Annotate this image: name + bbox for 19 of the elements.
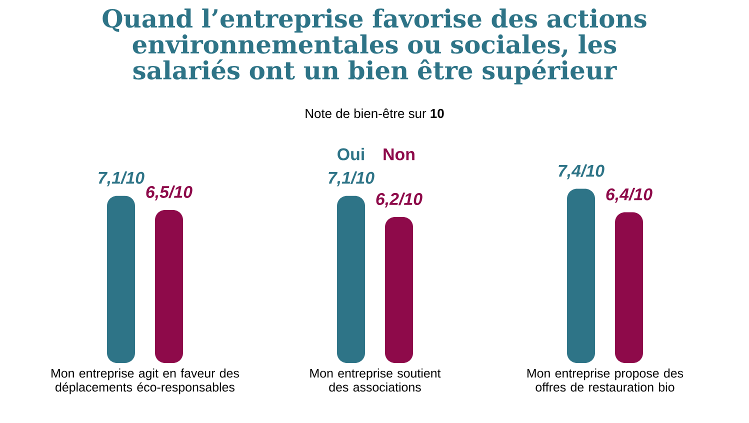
data-label: 7,1/10	[328, 171, 374, 186]
bar	[107, 196, 136, 363]
bar	[155, 210, 184, 363]
text: Non	[384, 148, 414, 160]
chart-title: Quand l’entreprise favorise des actions environnementales ou sociales, les salariés ont un bien être supérieur	[102, 8, 646, 84]
data-label: 6,2/10	[376, 192, 422, 208]
x-tick-label: Mon entreprise propose des offres de restauration bio	[527, 368, 684, 392]
data-label: 6,5/10	[146, 186, 192, 200]
bar	[337, 196, 366, 363]
bar	[615, 212, 644, 363]
x-tick-label: Mon entreprise soutient des associations	[310, 368, 441, 392]
bar	[567, 188, 596, 363]
text: Oui	[338, 148, 364, 160]
x-tick-label: Mon entreprise agit en faveur des déplacements éco-responsables	[52, 368, 240, 394]
chart-subtitle: Note de bien-être sur 10	[306, 108, 444, 118]
data-label: 7,1/10	[98, 171, 144, 186]
bar	[385, 217, 414, 363]
data-label: 6,4/10	[606, 188, 652, 203]
data-label: 7,4/10	[558, 164, 604, 180]
